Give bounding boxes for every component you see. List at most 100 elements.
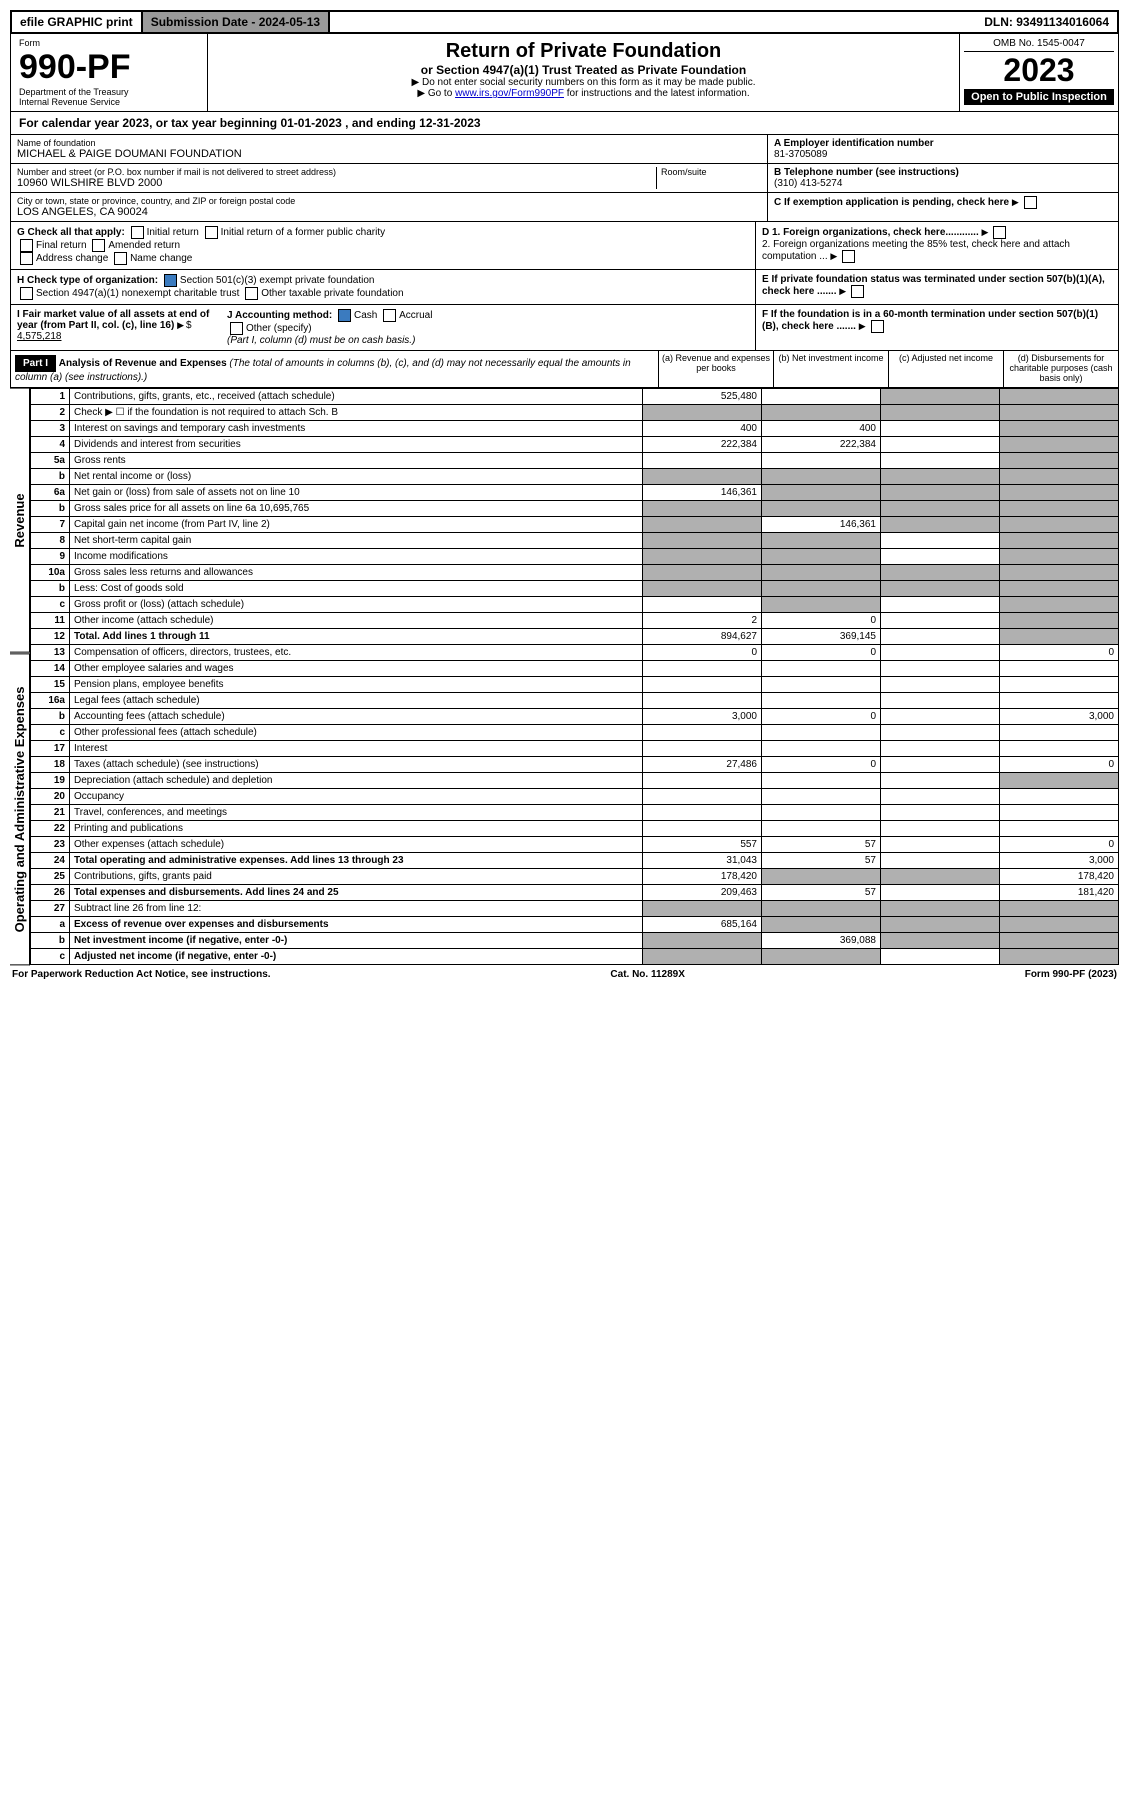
cell-c <box>881 709 1000 725</box>
cell-b <box>762 661 881 677</box>
address-change-checkbox[interactable] <box>20 252 33 265</box>
submission-date: Submission Date - 2024-05-13 <box>143 12 330 32</box>
cell-a <box>643 677 762 693</box>
row-desc: Gross rents <box>70 453 643 469</box>
table-row: 14Other employee salaries and wages <box>31 661 1119 677</box>
cell-b <box>762 869 881 885</box>
cell-a <box>643 949 762 965</box>
cell-b <box>762 565 881 581</box>
header-left: Form 990-PF Department of the Treasury I… <box>11 34 208 111</box>
501c3-checkbox[interactable] <box>164 274 177 287</box>
c-checkbox[interactable] <box>1024 196 1037 209</box>
row-num: 8 <box>31 533 70 549</box>
cell-c <box>881 869 1000 885</box>
row-desc: Income modifications <box>70 549 643 565</box>
4947-checkbox[interactable] <box>20 287 33 300</box>
cell-c <box>881 885 1000 901</box>
arrow-icon <box>859 321 868 332</box>
row-num: 10a <box>31 565 70 581</box>
form-link[interactable]: www.irs.gov/Form990PF <box>455 88 564 99</box>
table-row: 15Pension plans, employee benefits <box>31 677 1119 693</box>
row-num: 16a <box>31 693 70 709</box>
row-desc: Occupancy <box>70 789 643 805</box>
name-change-checkbox[interactable] <box>114 252 127 265</box>
cell-c <box>881 453 1000 469</box>
table-row: bNet rental income or (loss) <box>31 469 1119 485</box>
cell-dd <box>1000 549 1119 565</box>
table-row: 2Check ▶ ☐ if the foundation is not requ… <box>31 405 1119 421</box>
cell-a: 2 <box>643 613 762 629</box>
cell-dd <box>1000 597 1119 613</box>
j-other: Other (specify) <box>246 323 312 334</box>
footer-left: For Paperwork Reduction Act Notice, see … <box>12 969 271 980</box>
cell-b <box>762 725 881 741</box>
city-label: City or town, state or province, country… <box>17 196 761 206</box>
form-label: Form <box>19 38 199 48</box>
cell-c <box>881 613 1000 629</box>
irs: Internal Revenue Service <box>19 97 199 107</box>
table-row: 8Net short-term capital gain <box>31 533 1119 549</box>
amended-return-checkbox[interactable] <box>92 239 105 252</box>
other-taxable-checkbox[interactable] <box>245 287 258 300</box>
row-desc: Other employee salaries and wages <box>70 661 643 677</box>
ein-cell: A Employer identification number 81-3705… <box>768 135 1118 164</box>
d2-checkbox[interactable] <box>842 250 855 263</box>
other-method-checkbox[interactable] <box>230 322 243 335</box>
cell-dd <box>1000 629 1119 645</box>
g-opt-1: Initial return of a former public charit… <box>221 227 386 238</box>
row-num: 5a <box>31 453 70 469</box>
arrow-icon <box>982 227 991 238</box>
cell-c <box>881 901 1000 917</box>
e-checkbox[interactable] <box>851 285 864 298</box>
row-num: 19 <box>31 773 70 789</box>
row-desc: Gross sales price for all assets on line… <box>70 501 643 517</box>
initial-former-checkbox[interactable] <box>205 226 218 239</box>
row-num: 2 <box>31 405 70 421</box>
cell-b: 400 <box>762 421 881 437</box>
cell-c <box>881 693 1000 709</box>
final-return-checkbox[interactable] <box>20 239 33 252</box>
part1-header-row: Part I Analysis of Revenue and Expenses … <box>10 351 1119 388</box>
initial-return-checkbox[interactable] <box>131 226 144 239</box>
h1: Section 501(c)(3) exempt private foundat… <box>180 275 375 286</box>
table-row: 22Printing and publications <box>31 821 1119 837</box>
table-row: 3Interest on savings and temporary cash … <box>31 421 1119 437</box>
efile-label[interactable]: efile GRAPHIC print <box>12 12 143 32</box>
row-desc: Dividends and interest from securities <box>70 437 643 453</box>
f-checkbox[interactable] <box>871 320 884 333</box>
calendar-year: For calendar year 2023, or tax year begi… <box>10 112 1119 135</box>
top-bar: efile GRAPHIC print Submission Date - 20… <box>10 10 1119 34</box>
row-num: 7 <box>31 517 70 533</box>
row-num: c <box>31 597 70 613</box>
d1-checkbox[interactable] <box>993 226 1006 239</box>
ij-row: I Fair market value of all assets at end… <box>10 305 1119 351</box>
cell-a: 222,384 <box>643 437 762 453</box>
h3: Other taxable private foundation <box>261 288 403 299</box>
table-row: cOther professional fees (attach schedul… <box>31 725 1119 741</box>
cell-c <box>881 821 1000 837</box>
cell-c <box>881 517 1000 533</box>
row-desc: Legal fees (attach schedule) <box>70 693 643 709</box>
cell-c <box>881 437 1000 453</box>
cell-dd <box>1000 565 1119 581</box>
open-inspection: Open to Public Inspection <box>964 89 1114 105</box>
accrual-checkbox[interactable] <box>383 309 396 322</box>
name-label: Name of foundation <box>17 138 761 148</box>
col-c-head: (c) Adjusted net income <box>888 351 1003 387</box>
cell-dd <box>1000 437 1119 453</box>
row-desc: Less: Cost of goods sold <box>70 581 643 597</box>
cell-a <box>643 789 762 805</box>
cell-c <box>881 853 1000 869</box>
cell-dd <box>1000 517 1119 533</box>
row-num: 21 <box>31 805 70 821</box>
org-info: Name of foundation MICHAEL & PAIGE DOUMA… <box>10 135 1119 222</box>
cash-checkbox[interactable] <box>338 309 351 322</box>
table-row: 10aGross sales less returns and allowanc… <box>31 565 1119 581</box>
cell-b <box>762 917 881 933</box>
cell-b: 146,361 <box>762 517 881 533</box>
row-num: 27 <box>31 901 70 917</box>
data-section: Revenue Operating and Administrative Exp… <box>10 388 1119 965</box>
cell-a: 525,480 <box>643 389 762 405</box>
footer-right: Form 990-PF (2023) <box>1025 969 1117 980</box>
cell-a <box>643 453 762 469</box>
